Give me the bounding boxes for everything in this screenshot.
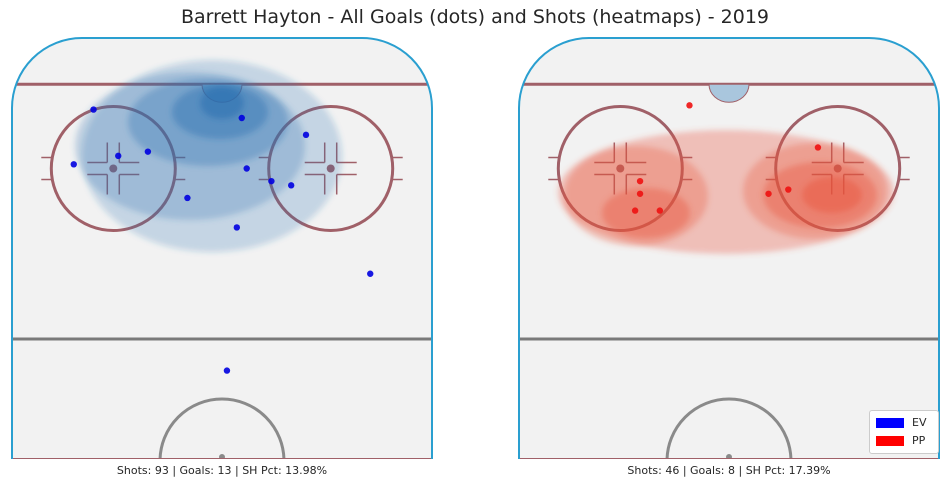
- goal-dot: [268, 177, 275, 185]
- goal-dot: [765, 190, 772, 197]
- legend-swatch-pp: [876, 436, 904, 446]
- center-dot: [219, 454, 225, 459]
- goal-dot: [233, 224, 241, 231]
- pp-shot-heatmap: [558, 130, 894, 254]
- heatmap-contour: [602, 188, 690, 238]
- ev-panel-caption: Shots: 93 | Goals: 13 | SH Pct: 13.98%: [116, 464, 328, 477]
- goal-dot: [302, 131, 310, 139]
- goal-dot: [287, 182, 295, 189]
- legend: EV PP: [869, 410, 939, 454]
- legend-swatch-ev: [876, 418, 904, 428]
- goal-dot: [238, 114, 245, 122]
- rink-boards: [518, 37, 940, 459]
- chart-title: Barrett Hayton - All Goals (dots) and Sh…: [180, 6, 770, 28]
- goal-dot: [367, 270, 374, 277]
- center-circle: [665, 397, 793, 459]
- goal-dot: [90, 106, 97, 113]
- heatmap-contour: [200, 87, 244, 119]
- pp-panel-caption: Shots: 46 | Goals: 8 | SH Pct: 17.39%: [627, 464, 831, 477]
- goal-dot: [631, 207, 639, 214]
- ev-shot-heatmap: [75, 60, 342, 252]
- goal-crease: [708, 83, 750, 103]
- goal-dot: [785, 186, 792, 193]
- legend-label-ev: EV: [912, 416, 927, 429]
- goal-dot: [656, 207, 664, 214]
- goal-dot: [144, 148, 152, 155]
- heatmap-contour: [802, 177, 862, 213]
- rink-panel-pp: [518, 37, 940, 459]
- goal-dot: [636, 177, 644, 185]
- goal-dot: [243, 165, 250, 172]
- goal-dot: [636, 190, 644, 197]
- rink-boards: [11, 37, 433, 459]
- goal-dot: [70, 161, 77, 168]
- center-dot: [726, 454, 732, 459]
- rink-panel-ev: [11, 37, 433, 459]
- goal-dot: [115, 152, 122, 160]
- legend-label-pp: PP: [912, 434, 926, 447]
- goal-dot: [184, 194, 191, 202]
- goal-dot: [686, 102, 693, 109]
- center-circle: [158, 397, 286, 459]
- goal-dot: [814, 144, 822, 151]
- goal-dot: [223, 367, 231, 374]
